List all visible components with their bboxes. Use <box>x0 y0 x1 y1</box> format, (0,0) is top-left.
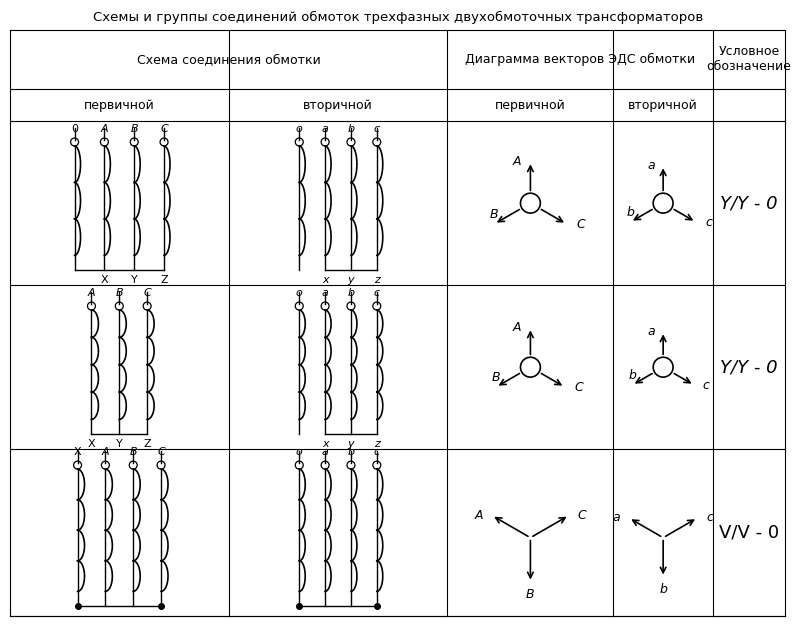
Text: Y/Y - 0: Y/Y - 0 <box>720 194 778 212</box>
Text: A: A <box>512 321 521 334</box>
Text: Y: Y <box>131 275 138 285</box>
Text: Схема соединения обмотки: Схема соединения обмотки <box>137 53 321 66</box>
Text: C: C <box>157 447 165 457</box>
Text: o: o <box>296 124 302 134</box>
Text: a: a <box>647 325 655 338</box>
Text: a: a <box>322 124 329 134</box>
Text: C: C <box>574 381 583 394</box>
Text: b: b <box>628 369 636 382</box>
Text: c: c <box>374 124 380 134</box>
Text: z: z <box>374 439 380 449</box>
Text: z: z <box>374 275 380 285</box>
Text: вторичной: вторичной <box>628 99 698 111</box>
Text: вторичной: вторичной <box>303 99 373 111</box>
Text: x: x <box>322 439 329 449</box>
Text: A: A <box>102 447 109 457</box>
Text: Условное
обозначение: Условное обозначение <box>706 46 791 73</box>
Text: c: c <box>374 288 380 298</box>
Text: C: C <box>160 124 168 134</box>
Text: c: c <box>702 379 710 392</box>
Text: b: b <box>347 447 354 457</box>
Text: B: B <box>130 447 137 457</box>
Text: первичной: первичной <box>84 99 154 111</box>
Text: V/V - 0: V/V - 0 <box>719 524 779 541</box>
Text: c: c <box>706 215 712 228</box>
Text: первичной: первичной <box>495 99 566 111</box>
Text: X: X <box>88 439 95 449</box>
Text: a: a <box>613 511 621 525</box>
Text: A: A <box>88 288 95 298</box>
Text: o: o <box>296 447 302 457</box>
Text: a: a <box>322 447 329 457</box>
Text: o: o <box>296 288 302 298</box>
Text: b: b <box>626 205 634 218</box>
Text: Диаграмма векторов ЭДС обмотки: Диаграмма векторов ЭДС обмотки <box>465 53 695 66</box>
Text: X: X <box>74 447 82 457</box>
Text: Схемы и группы соединений обмоток трехфазных двухобмоточных трансформаторов: Схемы и группы соединений обмоток трехфа… <box>93 11 703 24</box>
Text: B: B <box>115 288 123 298</box>
Text: a: a <box>647 159 655 172</box>
Text: Z: Z <box>160 275 168 285</box>
Text: X: X <box>101 275 108 285</box>
Text: c: c <box>374 447 380 457</box>
Text: Z: Z <box>143 439 151 449</box>
Text: A: A <box>474 509 483 522</box>
Text: b: b <box>347 288 354 298</box>
Text: y: y <box>348 275 354 285</box>
Text: B: B <box>526 588 534 601</box>
Text: c: c <box>706 511 713 525</box>
Text: a: a <box>322 288 329 298</box>
Text: b: b <box>347 124 354 134</box>
Text: A: A <box>101 124 108 134</box>
Text: B: B <box>490 208 498 220</box>
Text: B: B <box>130 124 138 134</box>
Text: y: y <box>348 439 354 449</box>
Text: C: C <box>578 509 586 522</box>
Text: 0: 0 <box>71 124 78 134</box>
Text: b: b <box>659 583 667 596</box>
Text: B: B <box>492 371 500 384</box>
Text: Y/Y - 0: Y/Y - 0 <box>720 358 778 376</box>
Text: A: A <box>512 155 521 168</box>
Text: Y: Y <box>116 439 122 449</box>
Text: C: C <box>143 288 151 298</box>
Text: x: x <box>322 275 329 285</box>
Text: C: C <box>576 217 585 230</box>
